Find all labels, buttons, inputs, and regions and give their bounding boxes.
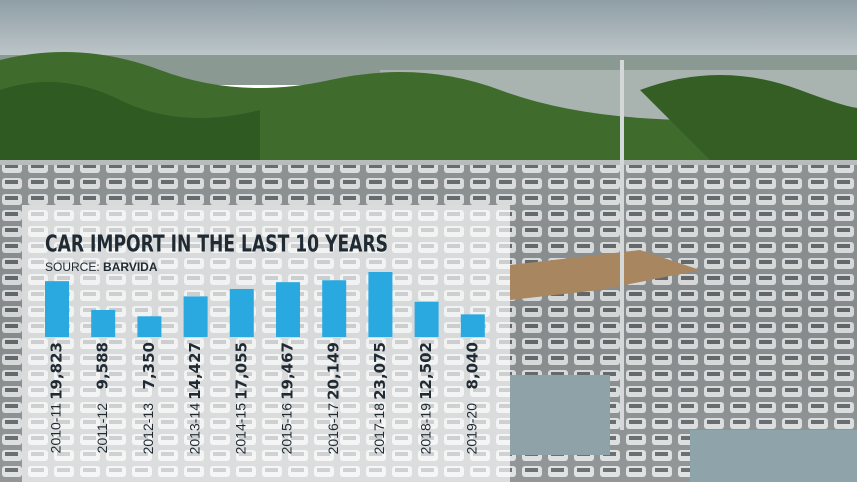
bar: [91, 309, 116, 337]
value-label: 8,040: [463, 342, 481, 389]
value-label: 17,055: [232, 342, 250, 400]
x-tick-label: 2017-18: [371, 403, 387, 455]
x-tick-label: 2016-17: [325, 403, 341, 455]
value-label: 19,467: [279, 342, 297, 400]
value-label: 23,075: [371, 342, 389, 400]
value-label: 9,588: [94, 342, 112, 389]
bar: [229, 288, 254, 337]
bar: [137, 316, 162, 337]
x-tick-label: 2014-15: [233, 403, 249, 455]
x-tick-label: 2015-16: [279, 403, 295, 455]
bar: [414, 301, 439, 337]
value-label: 7,350: [140, 342, 158, 389]
source: SOURCE: BARVIDA: [45, 260, 158, 274]
chart-panel: [22, 205, 510, 482]
value-label: 19,823: [48, 342, 66, 400]
x-tick-label: 2010-11: [48, 403, 64, 454]
bar: [183, 296, 208, 337]
bar: [322, 280, 347, 337]
x-tick-label: 2012-13: [140, 403, 156, 455]
bar: [368, 272, 393, 337]
x-tick-label: 2013-14: [186, 403, 202, 455]
bar: [276, 282, 300, 337]
bar: [460, 314, 485, 337]
chart-title: CAR IMPORT IN THE LAST 10 YEARS: [45, 232, 388, 258]
bar: [45, 281, 69, 337]
source-label: SOURCE:: [45, 260, 100, 274]
x-tick-label: 2019-20: [464, 403, 480, 455]
value-label: 14,427: [186, 342, 204, 400]
x-tick-label: 2018-19: [417, 403, 433, 455]
value-label: 20,149: [325, 342, 343, 400]
x-tick-label: 2011-12: [94, 403, 110, 454]
value-label: 12,502: [417, 342, 435, 400]
source-name: BARVIDA: [103, 260, 158, 274]
